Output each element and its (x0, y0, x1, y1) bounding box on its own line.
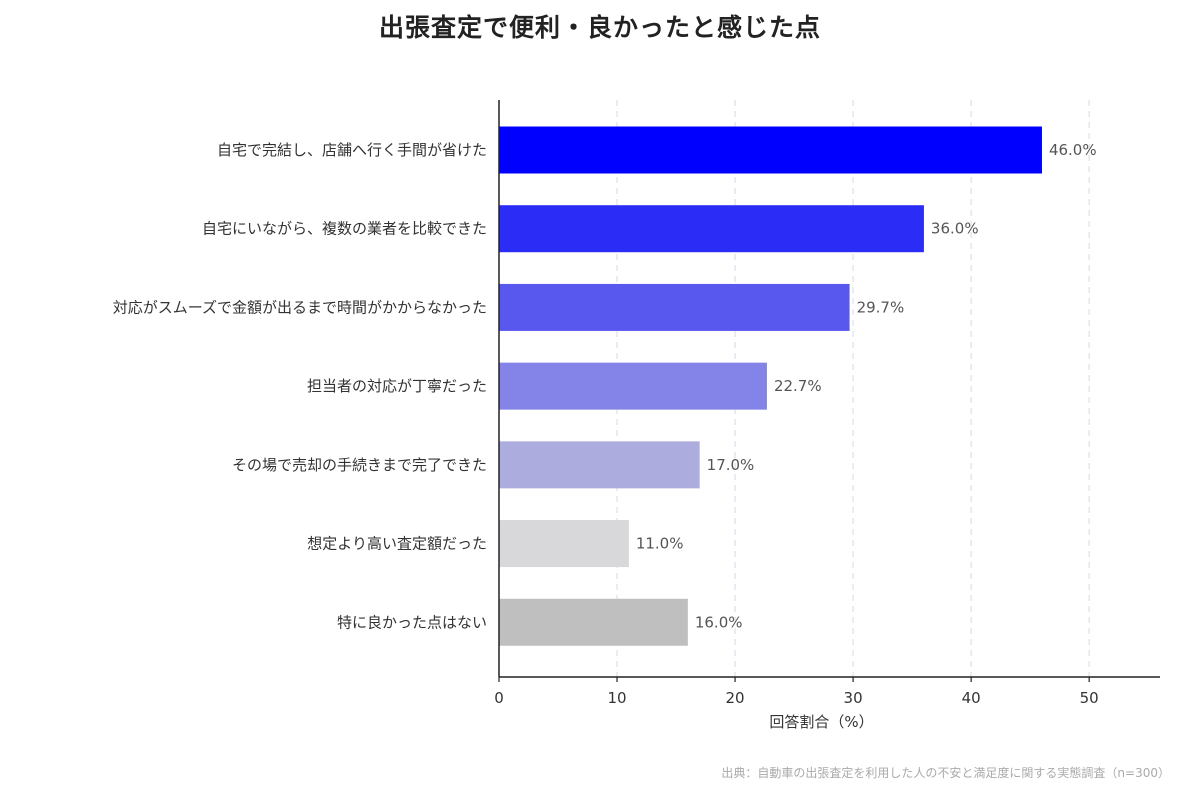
value-label: 16.0% (695, 613, 743, 631)
bar (499, 205, 924, 253)
value-label: 36.0% (931, 220, 979, 238)
bar (499, 126, 1042, 174)
value-label: 29.7% (857, 298, 905, 316)
category-label: 担当者の対応が丁寧だった (307, 377, 487, 395)
axes (498, 100, 1160, 682)
bars (499, 126, 1042, 646)
chart-title: 出張査定で便利・良かったと感じた点 (378, 13, 821, 42)
x-tick-label: 30 (844, 689, 863, 707)
category-label: 特に良かった点はない (337, 613, 487, 631)
x-tick-label: 10 (607, 689, 626, 707)
value-label: 22.7% (774, 377, 822, 395)
category-label: その場で売却の手続きまで完了できた (232, 456, 487, 474)
bar (499, 520, 629, 568)
bar (499, 283, 850, 331)
x-tick-label: 20 (726, 689, 745, 707)
bar (499, 362, 767, 410)
source-note: 出典：自動車の出張査定を利用した人の不安と満足度に関する実態調査（n=300） (721, 766, 1170, 780)
bar (499, 441, 700, 489)
category-label: 自宅にいながら、複数の業者を比較できた (202, 220, 487, 238)
category-label: 想定より高い査定額だった (307, 535, 487, 553)
value-label: 11.0% (636, 535, 684, 553)
value-label: 46.0% (1049, 141, 1097, 159)
x-tick-label: 0 (494, 689, 504, 707)
labels: 46.0% 自宅で完結し、店舗へ行く手間が省けた 36.0% 自宅にいながら、複数の業… (113, 141, 1099, 731)
x-axis-title: 回答割合（%） (769, 713, 873, 731)
x-tick-label: 40 (962, 689, 981, 707)
bar (499, 598, 688, 646)
category-label: 対応がスムーズで金額が出るまで時間がかからなかった (113, 298, 487, 316)
category-label: 自宅で完結し、店舗へ行く手間が省けた (217, 141, 487, 159)
x-tick-label: 50 (1080, 689, 1099, 707)
value-label: 17.0% (707, 456, 755, 474)
